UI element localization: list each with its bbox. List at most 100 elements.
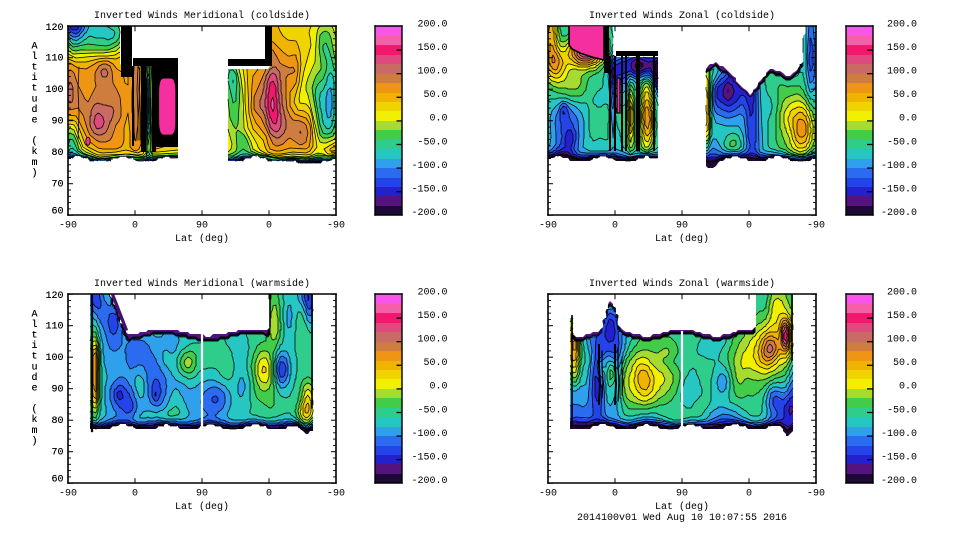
svg-text:100.0: 100.0 — [417, 334, 447, 345]
svg-text:-150.0: -150.0 — [411, 452, 447, 463]
svg-text:150.0: 150.0 — [417, 43, 447, 54]
svg-text:200.0: 200.0 — [887, 287, 917, 298]
svg-text:-150.0: -150.0 — [881, 184, 917, 195]
svg-text:-200.0: -200.0 — [881, 208, 917, 219]
svg-text:100: 100 — [45, 85, 63, 96]
svg-text:90: 90 — [51, 116, 63, 127]
svg-text:k: k — [31, 146, 37, 158]
svg-text:90: 90 — [196, 221, 208, 232]
svg-text:A: A — [31, 41, 37, 52]
svg-text:-150.0: -150.0 — [881, 452, 917, 463]
svg-text:u: u — [31, 94, 37, 105]
svg-text:k: k — [31, 414, 37, 426]
svg-text:t: t — [31, 84, 37, 95]
svg-text:d: d — [31, 104, 37, 116]
svg-text:i: i — [31, 72, 37, 84]
svg-text:e: e — [31, 115, 37, 126]
svg-text:A: A — [31, 309, 37, 320]
svg-text:-200.0: -200.0 — [411, 208, 447, 219]
svg-text:100.0: 100.0 — [887, 66, 917, 77]
svg-text:200.0: 200.0 — [417, 287, 447, 298]
svg-text:A: A — [31, 309, 37, 320]
svg-text:-100.0: -100.0 — [881, 429, 917, 440]
svg-text:110: 110 — [45, 321, 63, 332]
svg-text:-100.0: -100.0 — [881, 161, 917, 172]
svg-text:70: 70 — [51, 179, 63, 190]
svg-text:0: 0 — [746, 489, 752, 500]
svg-text:Inverted Winds Meridional (war: Inverted Winds Meridional (warmside) — [94, 278, 310, 290]
svg-text:0: 0 — [266, 489, 272, 500]
svg-text:l: l — [31, 319, 37, 331]
svg-text:90: 90 — [51, 384, 63, 395]
svg-text:-90: -90 — [539, 221, 557, 232]
svg-text:200.0: 200.0 — [887, 19, 917, 30]
svg-text:): ) — [31, 435, 37, 447]
svg-text:-50.0: -50.0 — [887, 137, 917, 148]
svg-text:e: e — [31, 115, 37, 126]
svg-text:70: 70 — [51, 447, 63, 458]
svg-text:120: 120 — [45, 291, 63, 302]
svg-text:90: 90 — [676, 221, 688, 232]
svg-text:d: d — [31, 104, 37, 116]
svg-text:70: 70 — [51, 447, 63, 458]
svg-text:70: 70 — [51, 179, 63, 190]
svg-text:Lat (deg): Lat (deg) — [175, 501, 229, 513]
svg-text:): ) — [31, 167, 37, 179]
svg-text:-200.0: -200.0 — [881, 476, 917, 487]
svg-text:e: e — [31, 383, 37, 394]
svg-text:200.0: 200.0 — [417, 19, 447, 30]
svg-text:m: m — [31, 426, 37, 437]
svg-text:t: t — [31, 63, 37, 74]
svg-text:2014100v01 Wed Aug 10 10:07:55: 2014100v01 Wed Aug 10 10:07:55 2016 — [577, 512, 787, 524]
svg-text:80: 80 — [51, 416, 63, 427]
svg-text:d: d — [31, 372, 37, 384]
svg-text:m: m — [31, 426, 37, 437]
svg-text:i: i — [31, 340, 37, 352]
svg-text:0: 0 — [746, 221, 752, 232]
svg-text:-90: -90 — [539, 489, 557, 500]
svg-text:120: 120 — [45, 23, 63, 34]
svg-text:60: 60 — [51, 474, 63, 485]
svg-text:-100.0: -100.0 — [411, 429, 447, 440]
svg-text:t: t — [31, 63, 37, 74]
svg-text:d: d — [31, 372, 37, 384]
svg-text:80: 80 — [51, 148, 63, 159]
svg-text:110: 110 — [45, 53, 63, 64]
svg-text:50.0: 50.0 — [423, 90, 447, 101]
svg-text:(: ( — [31, 404, 37, 416]
svg-text:150.0: 150.0 — [887, 43, 917, 54]
svg-text:m: m — [31, 158, 37, 169]
svg-text:0.0: 0.0 — [899, 114, 917, 125]
svg-text:100: 100 — [45, 353, 63, 364]
svg-text:-90: -90 — [327, 221, 345, 232]
svg-text:Lat (deg): Lat (deg) — [655, 501, 709, 513]
svg-text:50.0: 50.0 — [893, 90, 917, 101]
svg-text:-90: -90 — [807, 221, 825, 232]
svg-text:-50.0: -50.0 — [887, 405, 917, 416]
svg-text:t: t — [31, 352, 37, 363]
svg-text:110: 110 — [45, 53, 63, 64]
svg-text:0: 0 — [612, 489, 618, 500]
svg-text:0: 0 — [612, 221, 618, 232]
svg-text:0: 0 — [132, 489, 138, 500]
svg-text:0.0: 0.0 — [429, 114, 447, 125]
svg-text:-50.0: -50.0 — [417, 405, 447, 416]
svg-text:t: t — [31, 331, 37, 342]
svg-text:80: 80 — [51, 416, 63, 427]
svg-text:150.0: 150.0 — [417, 311, 447, 322]
svg-text:u: u — [31, 362, 37, 373]
svg-text:u: u — [31, 94, 37, 105]
svg-text:Inverted Winds Zonal (warmside: Inverted Winds Zonal (warmside) — [589, 278, 775, 290]
svg-text:100.0: 100.0 — [417, 66, 447, 77]
svg-text:150.0: 150.0 — [887, 311, 917, 322]
svg-text:i: i — [31, 340, 37, 352]
svg-text:-150.0: -150.0 — [411, 184, 447, 195]
svg-text:100: 100 — [45, 85, 63, 96]
svg-text:u: u — [31, 362, 37, 373]
svg-text:0.0: 0.0 — [429, 382, 447, 393]
svg-text:-200.0: -200.0 — [411, 476, 447, 487]
svg-text:-90: -90 — [59, 489, 77, 500]
svg-text:Lat (deg): Lat (deg) — [655, 233, 709, 245]
svg-text:60: 60 — [51, 206, 63, 217]
svg-text:): ) — [31, 435, 37, 447]
